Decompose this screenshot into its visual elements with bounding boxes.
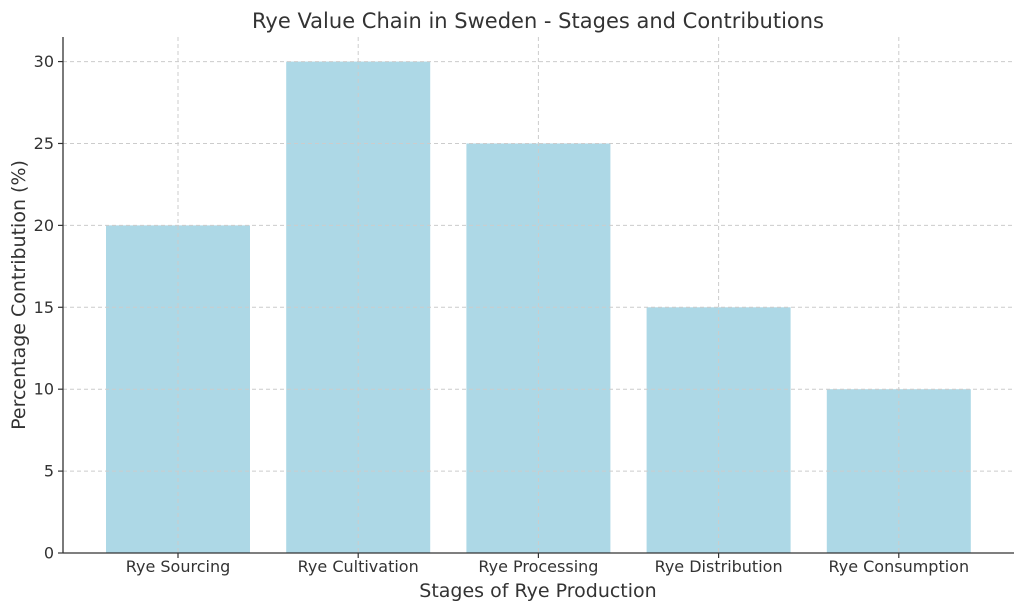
- x-tick-label-2: Rye Processing: [478, 557, 598, 576]
- grid: [63, 37, 1014, 553]
- chart-title: Rye Value Chain in Sweden - Stages and C…: [252, 9, 824, 33]
- y-tick-label-0: 0: [44, 544, 54, 563]
- y-tick-label-2: 10: [34, 380, 54, 399]
- x-tick-label-4: Rye Consumption: [828, 557, 969, 576]
- y-tick-label-1: 5: [44, 462, 54, 481]
- axes: 0 5 10 15 20 25 30 Rye Sourcing Rye Cultivation R…: [34, 37, 1014, 576]
- x-tick-label-1: Rye Cultivation: [298, 557, 419, 576]
- y-axis-label: Percentage Contribution (%): [8, 160, 30, 430]
- x-tick-label-0: Rye Sourcing: [126, 557, 231, 576]
- x-axis-label: Stages of Rye Production: [419, 580, 656, 602]
- y-tick-label-4: 20: [34, 216, 54, 235]
- y-tick-label-3: 15: [34, 298, 54, 317]
- x-tick-label-3: Rye Distribution: [655, 557, 783, 576]
- y-tick-label-5: 25: [34, 134, 54, 153]
- y-tick-label-6: 30: [34, 52, 54, 71]
